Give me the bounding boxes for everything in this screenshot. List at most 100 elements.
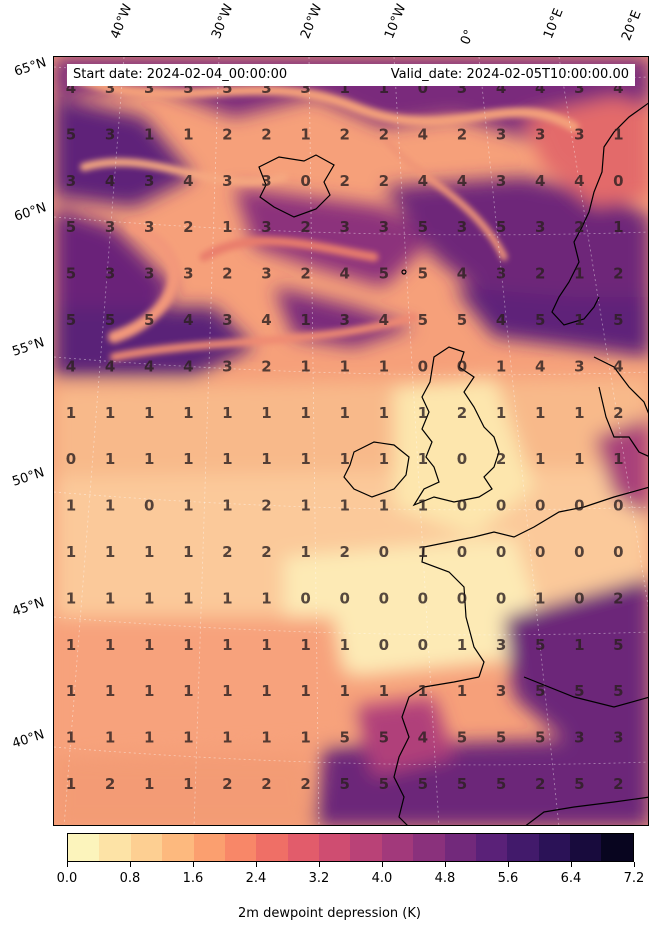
grid-value-r9-c14: 0 [613,497,623,515]
colorbar-segment [601,834,618,861]
grid-value-r0-c2: 3 [144,79,154,97]
colorbar-tick-mark [129,862,131,867]
ireland-coast [343,441,410,498]
grid-value-r8-c10: 0 [457,450,467,468]
grid-value-r4-c2: 3 [144,265,154,283]
colorbar-segment [554,834,570,861]
grid-value-r15-c9: 5 [418,775,428,793]
grid-value-r3-c3: 2 [183,218,193,236]
grid-value-r3-c0: 5 [66,218,76,236]
grid-value-r3-c7: 3 [339,218,349,236]
grid-value-r11-c0: 1 [66,589,76,607]
grid-value-r2-c13: 4 [574,172,584,190]
grid-value-r10-c1: 1 [105,543,115,561]
grid-value-r7-c11: 1 [496,404,506,422]
grid-value-r14-c3: 1 [183,729,193,747]
grid-value-r9-c9: 1 [418,497,428,515]
grid-value-r12-c10: 1 [457,636,467,654]
grid-value-r3-c4: 1 [222,218,232,236]
grid-value-r6-c5: 2 [261,357,271,375]
colorbar-tick-mark [444,862,446,867]
grid-value-r3-c5: 3 [261,218,271,236]
colorbar-segment [287,834,304,861]
colorbar-segment [209,834,225,861]
lat-label-50n: 50°N [10,465,47,490]
grid-value-r2-c5: 3 [261,172,271,190]
grid-value-r8-c14: 1 [613,450,623,468]
grid-value-r0-c0: 4 [66,79,76,97]
grid-value-r12-c5: 1 [261,636,271,654]
colorbar-segment [99,834,116,861]
grid-value-r1-c8: 2 [379,125,389,143]
grid-value-r14-c11: 5 [496,729,506,747]
grid-value-r15-c2: 1 [144,775,154,793]
grid-value-r14-c0: 1 [66,729,76,747]
grid-value-r14-c4: 1 [222,729,232,747]
colorbar-tick-label: 0.0 [56,871,78,886]
field-streaks [69,72,579,361]
grid-value-r15-c1: 2 [105,775,115,793]
colorbar-segment [319,834,335,861]
grid-value-r0-c12: 4 [535,79,545,97]
grid-value-r0-c13: 3 [574,79,584,97]
grid-value-r0-c6: 3 [300,79,310,97]
colorbar-tick-label: 4.8 [434,871,456,886]
grid-value-r12-c7: 1 [339,636,349,654]
grid-value-r13-c0: 1 [66,682,76,700]
colorbar-tick-mark [192,862,194,867]
grid-value-r14-c1: 1 [105,729,115,747]
colorbar-segment [460,834,476,861]
grid-value-r4-c7: 4 [339,265,349,283]
grid-value-r7-c0: 1 [66,404,76,422]
grid-value-r9-c12: 0 [535,497,545,515]
grid-value-r12-c0: 1 [66,636,76,654]
grid-value-r11-c9: 0 [418,589,428,607]
grid-value-r11-c3: 1 [183,589,193,607]
grid-value-r13-c5: 1 [261,682,271,700]
grid-value-r0-c8: 1 [379,79,389,97]
grid-value-r0-c9: 0 [418,79,428,97]
grid-value-r5-c12: 5 [535,311,545,329]
colorbar-segment [334,834,351,861]
grid-value-r9-c8: 1 [379,497,389,515]
grid-value-r3-c14: 1 [613,218,623,236]
grid-value-r4-c10: 4 [457,265,467,283]
colorbar-segment [303,834,319,861]
colorbar-tick-label: 0.8 [119,871,141,886]
grid-value-r3-c1: 3 [105,218,115,236]
grid-value-r6-c6: 1 [300,357,310,375]
grid-value-r6-c0: 4 [66,357,76,375]
grid-value-r5-c13: 1 [574,311,584,329]
grid-value-r8-c6: 1 [300,450,310,468]
grid-value-r2-c0: 3 [66,172,76,190]
grid-value-r15-c10: 5 [457,775,467,793]
grid-value-r7-c13: 1 [574,404,584,422]
iceland-coast [258,154,335,218]
grid-value-r13-c1: 1 [105,682,115,700]
grid-value-r3-c6: 2 [300,218,310,236]
grid-value-r2-c4: 3 [222,172,232,190]
lon-label-40w: 40°W [108,2,136,41]
grid-value-r12-c6: 1 [300,636,310,654]
denmark-coast [598,386,648,457]
lon-label-20w: 20°W [298,2,326,41]
grid-value-r6-c2: 4 [144,357,154,375]
lat-label-60n: 60°N [12,200,49,225]
lon-label-10e: 10°E [541,6,567,41]
colorbar-segment [538,834,555,861]
grid-value-r12-c3: 1 [183,636,193,654]
grid-value-r8-c13: 1 [574,450,584,468]
grid-value-r7-c6: 1 [300,404,310,422]
grid-value-r13-c4: 1 [222,682,232,700]
grid-value-r10-c4: 2 [222,543,232,561]
colorbar-label: 2m dewpoint depression (K) [238,906,421,921]
lat-label-55n: 55°N [10,335,47,360]
grid-value-r4-c8: 5 [379,265,389,283]
grid-value-r9-c1: 1 [105,497,115,515]
grid-value-r0-c4: 5 [222,79,232,97]
grid-value-r11-c1: 1 [105,589,115,607]
grid-value-r8-c2: 1 [144,450,154,468]
colorbar-tick-label: 2.4 [245,871,267,886]
colorbar-segment [585,834,602,861]
grid-value-r12-c4: 1 [222,636,232,654]
